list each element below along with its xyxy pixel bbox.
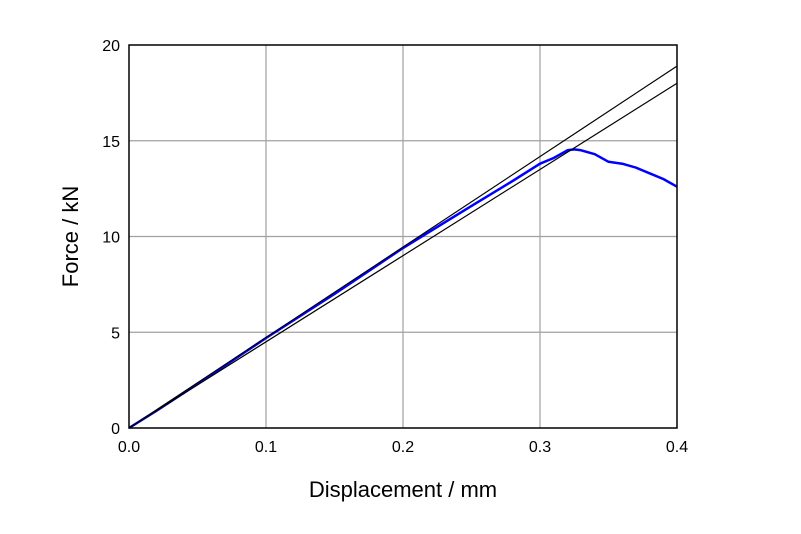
x-tick-labels: 0.0 0.1 0.2 0.3 0.4 — [118, 439, 688, 456]
y-tick-label: 15 — [102, 134, 120, 151]
plot-frame — [128, 44, 678, 429]
grid-lines — [129, 45, 677, 428]
series-lines — [128, 65, 678, 430]
y-axis-label: Force / kN — [58, 186, 83, 287]
y-tick-label: 5 — [111, 325, 120, 342]
x-tick-label: 0.1 — [255, 439, 277, 456]
y-tick-label: 20 — [102, 38, 120, 55]
y-tick-label: 10 — [102, 230, 120, 247]
x-tick-label: 0.4 — [666, 439, 688, 456]
x-tick-label: 0.3 — [529, 439, 551, 456]
y-tick-label: 0 — [111, 421, 120, 438]
x-tick-label: 0.2 — [392, 439, 414, 456]
reference-line-1 — [128, 65, 678, 429]
x-axis-label: Displacement / mm — [309, 477, 497, 502]
y-tick-labels: 0 5 10 15 20 — [102, 38, 120, 438]
measured-curve-line — [128, 148, 678, 430]
x-tick-label: 0.0 — [118, 439, 140, 456]
reference-line-2 — [128, 82, 678, 429]
